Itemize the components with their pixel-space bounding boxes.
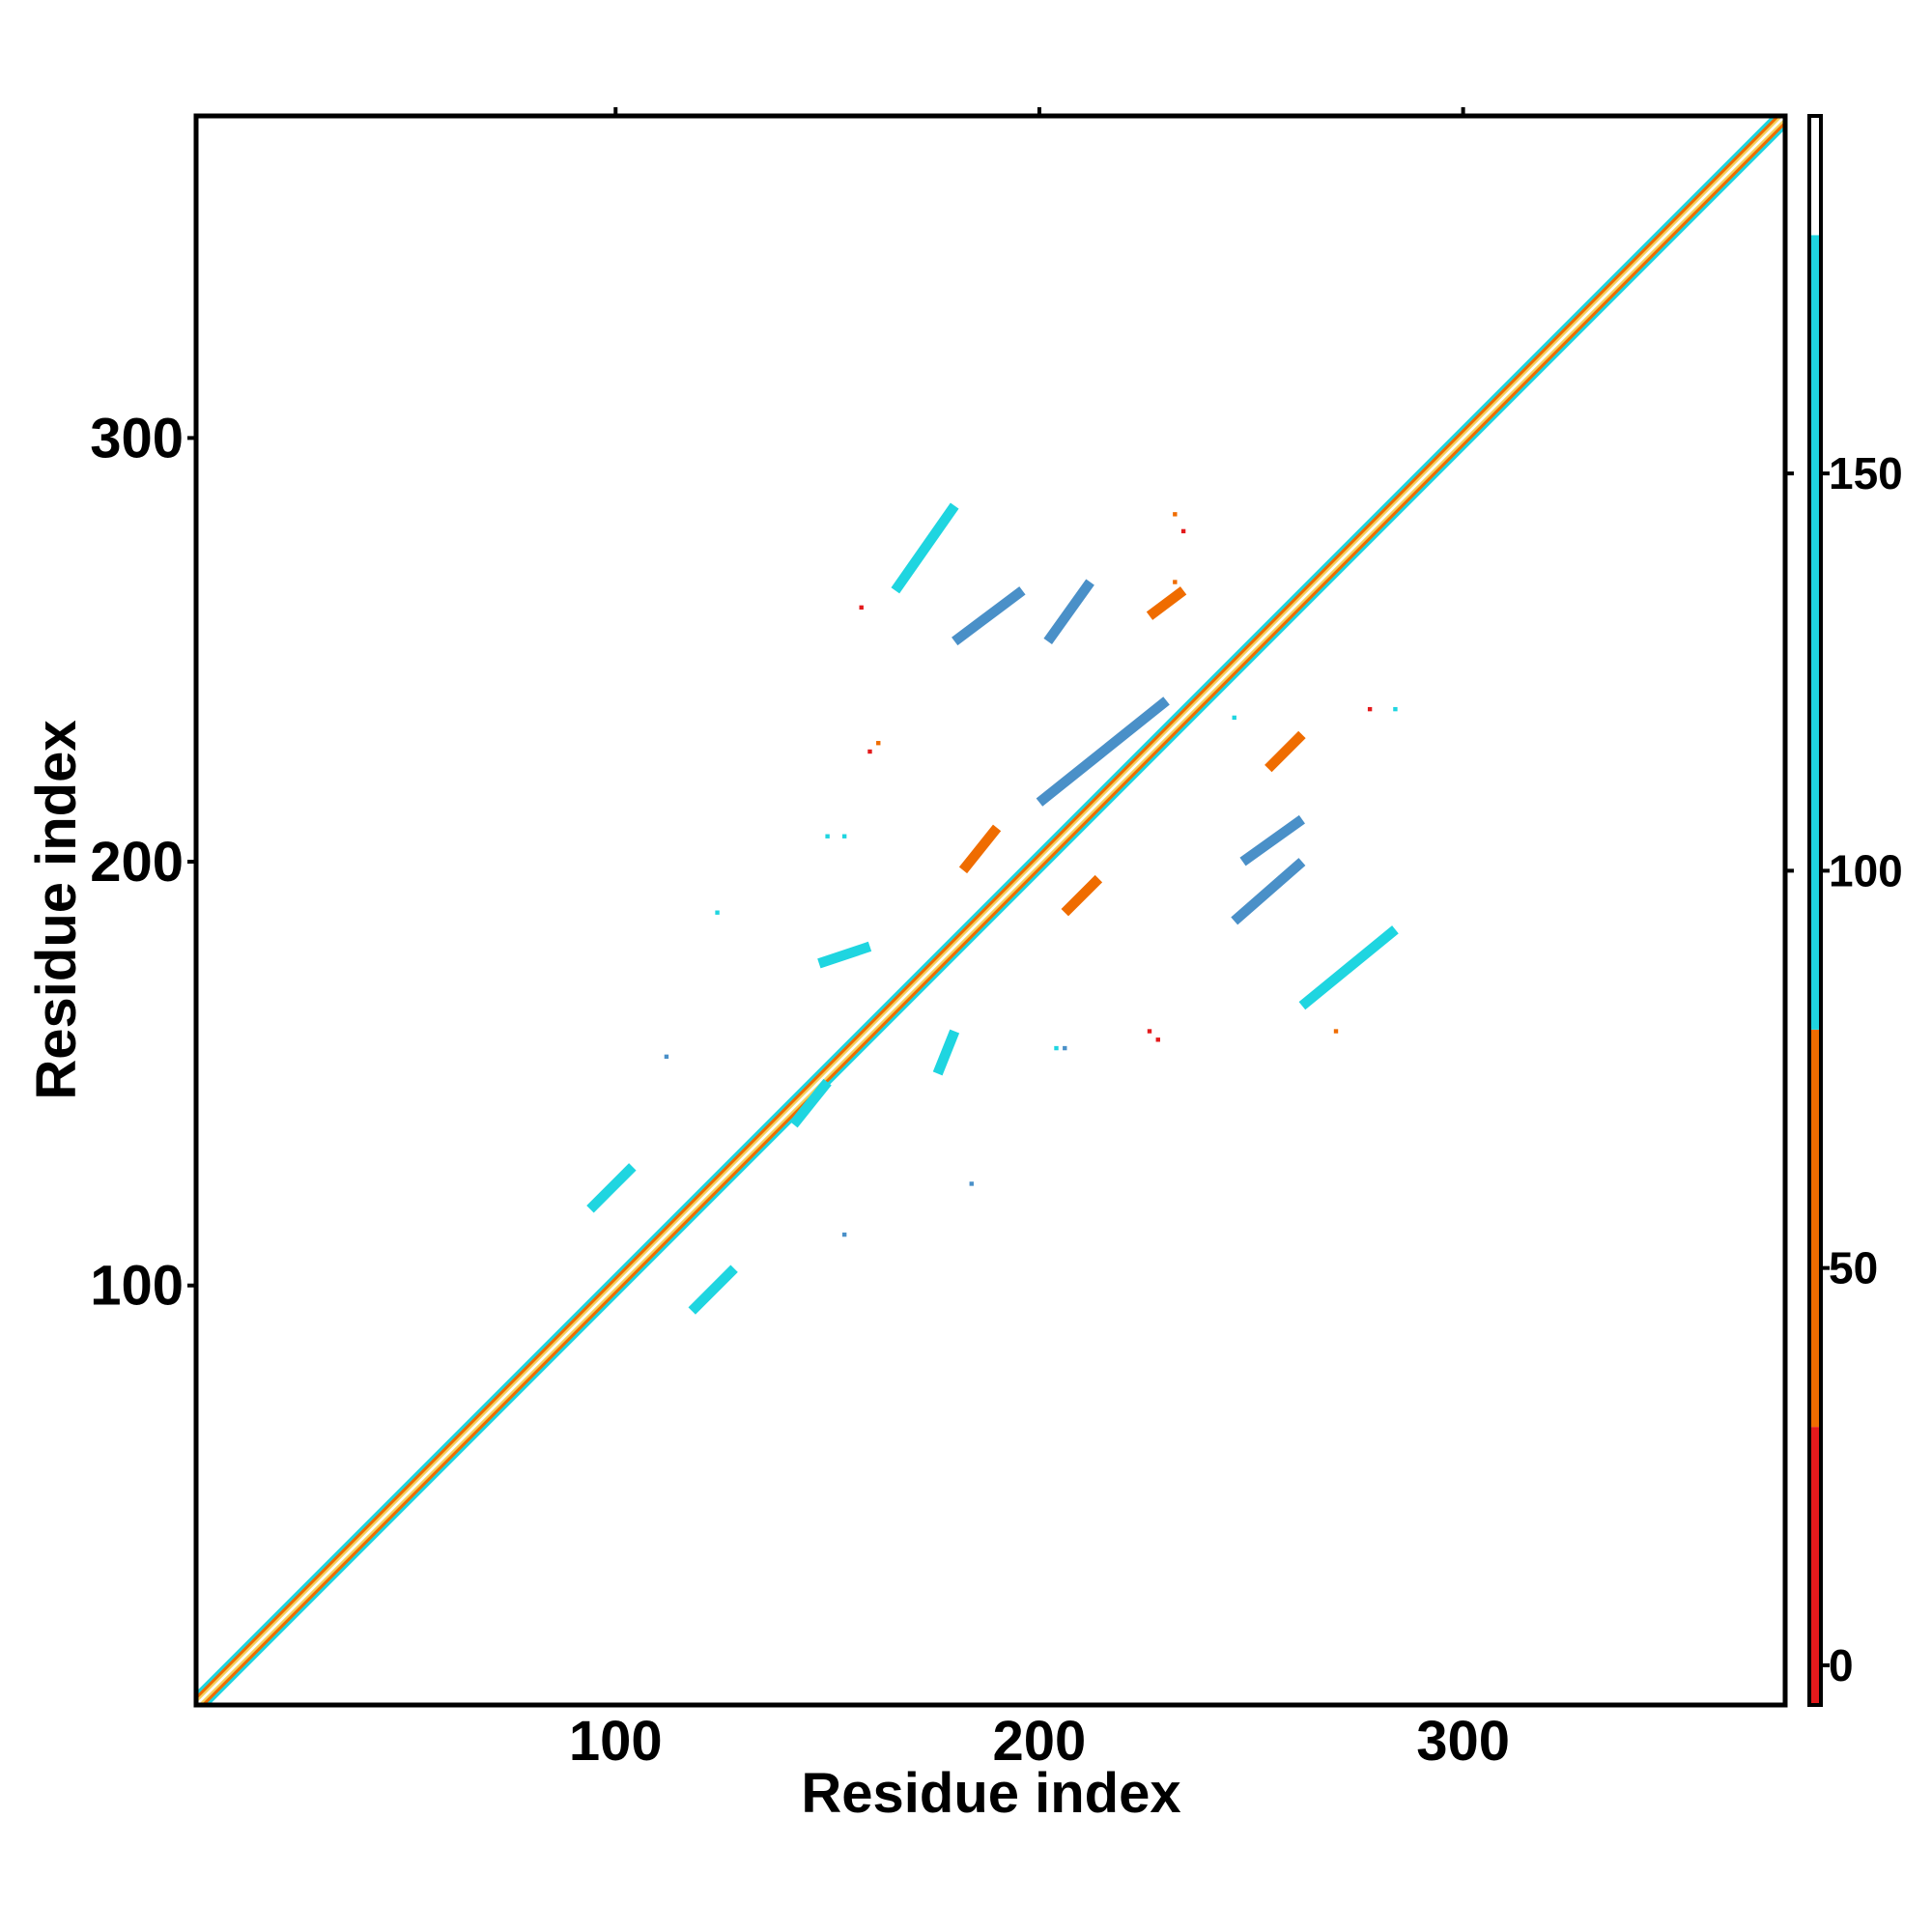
colorbar-band [1809,235,1821,1030]
contact-segment [1146,586,1187,620]
contact-segment [1036,696,1170,807]
contact-point [841,1232,847,1237]
contact-point [876,741,881,746]
x-tick-label: 200 [993,1710,1087,1773]
contact-point [841,834,847,838]
x-axis: 100 200 300 [569,107,1510,1773]
contact-point [969,1181,974,1186]
x-tick-label: 100 [569,1710,663,1773]
contact-point [1063,1045,1067,1051]
diagonal-center [196,116,1785,1705]
contact-point [664,1054,669,1060]
contact-point [1054,1045,1059,1051]
colorbar-band [1809,116,1821,236]
colorbar-tick-label: 100 [1829,845,1903,895]
colorbar-band [1809,1427,1821,1705]
contact-segment [1043,579,1094,645]
x-tick-label: 300 [1416,1710,1510,1773]
y-axis-title: Residue index [25,720,88,1099]
contact-point [1393,706,1398,712]
contact-point [825,834,830,838]
contact-segment [958,824,1002,874]
contact-segment [1298,925,1399,1010]
contact-segment [932,1029,960,1076]
contact-segment [789,1078,832,1128]
contact-segment [688,1264,738,1315]
contact-segment [586,1163,637,1213]
colorbar-tick-label: 0 [1829,1640,1854,1690]
y-axis: 100 200 300 [90,407,196,1318]
contact-segment [1239,814,1305,867]
contact-segment [891,502,959,594]
x-axis-title: Residue index [801,1762,1180,1825]
contact-point [867,749,872,754]
y-tick-label: 200 [90,831,184,894]
contact-point [1232,715,1236,721]
y-tick-label: 300 [90,407,184,469]
contact-point [1333,1029,1339,1034]
colorbar: 0 50 100 150 [1785,114,1903,1707]
contact-point [715,910,720,915]
contact-point [859,605,864,611]
contact-point [1173,580,1178,584]
colorbar-frame [1807,114,1823,1707]
contact-point [1367,706,1373,712]
contact-segment [1264,730,1306,773]
contact-segment [1231,858,1306,925]
contact-segment [952,586,1026,646]
colorbar-band [1809,1029,1821,1428]
y-tick-label: 100 [90,1255,184,1318]
plot-frame [193,113,1788,1708]
contact-point [1155,1037,1160,1042]
contact-point [1147,1029,1152,1034]
contact-point [1180,528,1186,534]
contact-segment [817,941,872,969]
colorbar-tick-label: 50 [1829,1243,1878,1293]
colorbar-tick-label: 150 [1829,448,1903,498]
contact-segment [1061,874,1103,917]
heatmap-cells [196,116,1785,1705]
contact-point [1173,512,1178,517]
